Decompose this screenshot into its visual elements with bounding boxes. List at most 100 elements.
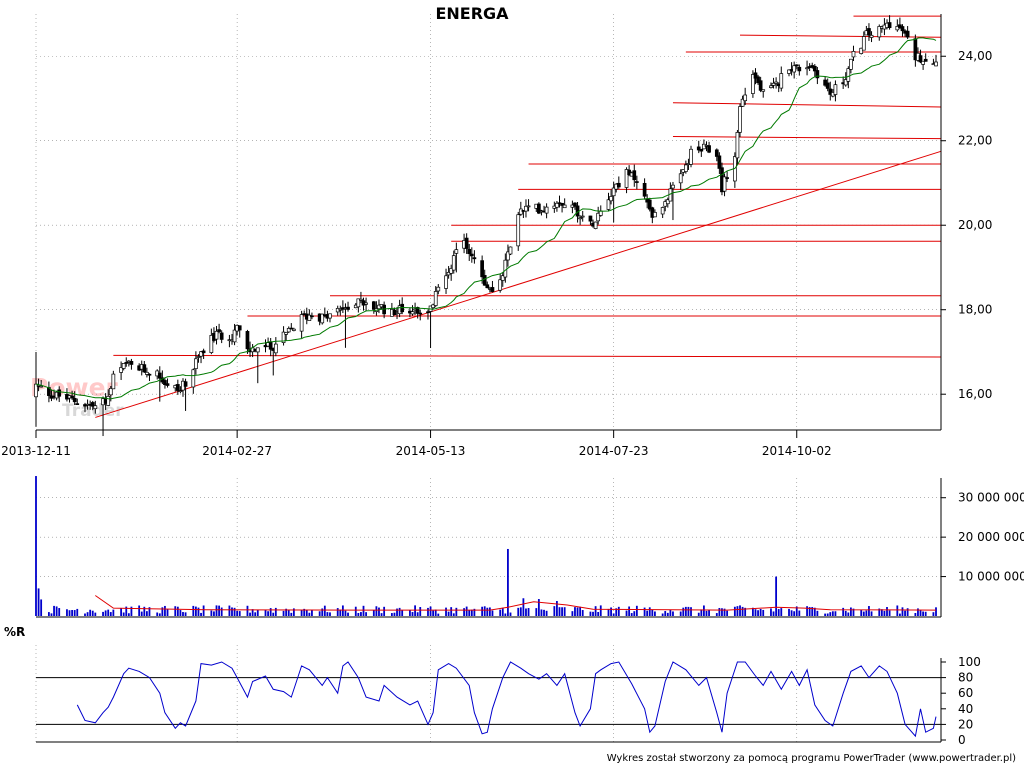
- candle-body: [526, 205, 531, 208]
- volume-bar: [47, 612, 50, 616]
- volume-bar: [770, 608, 772, 616]
- volume-bar: [112, 609, 115, 616]
- candle-body: [464, 237, 469, 249]
- candle-body: [779, 73, 784, 89]
- candle-body: [923, 58, 928, 62]
- volume-bar: [272, 612, 275, 616]
- volume-bar: [733, 606, 736, 616]
- candle-body: [596, 212, 601, 222]
- volume-bar: [790, 610, 793, 616]
- volume-bar: [813, 607, 816, 616]
- volume-bar: [148, 607, 151, 616]
- candle-body: [632, 170, 637, 181]
- volume-bar: [53, 605, 55, 616]
- candle-body: [356, 298, 361, 308]
- volume-bar: [744, 607, 747, 616]
- volume-bar: [491, 610, 494, 616]
- volume-bar: [651, 609, 654, 616]
- candle-body: [410, 311, 415, 315]
- volume-bar: [71, 609, 74, 616]
- candle-body: [593, 221, 598, 229]
- volume-bar: [664, 611, 667, 616]
- candle-body: [467, 248, 472, 255]
- candle-body: [299, 314, 304, 332]
- volume-panel: 10 000 000 20 000 000 30 000 000: [35, 476, 1024, 618]
- candle-body: [895, 26, 900, 31]
- candle-body: [753, 72, 758, 79]
- candle-body: [284, 332, 288, 335]
- volume-bar: [648, 607, 651, 616]
- volume-bar: [246, 605, 249, 616]
- candle-body: [815, 70, 820, 79]
- volume-bar: [847, 612, 850, 616]
- candle-body: [606, 199, 611, 210]
- volume-bar: [806, 606, 808, 616]
- volume-bar: [525, 608, 527, 616]
- volume-grid: [35, 478, 941, 616]
- price-y-tick-label: 16,00: [958, 387, 992, 401]
- volume-bar: [561, 607, 563, 616]
- price-y-tick-label: 22,00: [958, 134, 992, 148]
- volume-bar: [868, 606, 870, 616]
- candle-body: [642, 182, 647, 197]
- volume-bar: [553, 606, 556, 616]
- wr-y-tick-label: 80: [958, 671, 973, 685]
- resistance-line: [672, 102, 942, 108]
- candle-body: [214, 330, 219, 340]
- candle-body: [846, 68, 851, 82]
- volume-bar: [919, 610, 922, 616]
- candle-body: [758, 80, 763, 91]
- candle-body: [560, 202, 564, 206]
- volume-bar: [499, 609, 502, 616]
- volume-bar: [898, 613, 901, 616]
- candle-body: [57, 389, 62, 397]
- candle-body: [485, 284, 490, 289]
- volume-bar: [140, 611, 143, 616]
- volume-bar: [558, 607, 561, 616]
- volume-bar: [40, 599, 43, 616]
- volume-bar: [357, 612, 360, 616]
- volume-bar: [501, 607, 504, 616]
- candle-body: [555, 202, 559, 208]
- candle-body: [503, 259, 508, 278]
- volume-bar: [145, 611, 148, 616]
- volume-bar: [780, 608, 783, 616]
- volume-bar: [452, 613, 455, 616]
- candle-body: [165, 383, 170, 386]
- candle-body: [39, 385, 44, 388]
- candle-body: [684, 164, 688, 172]
- volume-bar: [646, 610, 649, 616]
- candle-body: [289, 327, 294, 330]
- volume-bar: [236, 610, 239, 616]
- volume-bar: [811, 607, 814, 616]
- volume-y-tick-label: 30 000 000: [958, 491, 1024, 505]
- volume-bar: [383, 606, 386, 616]
- volume-bar: [122, 612, 125, 616]
- volume-bar: [470, 609, 473, 616]
- candle-body: [129, 361, 134, 365]
- volume-bar: [305, 610, 308, 616]
- volume-bar: [375, 606, 378, 616]
- volume-bar: [486, 607, 489, 616]
- candle-body: [194, 358, 198, 369]
- resistance-lines: [95, 15, 942, 418]
- volume-bar: [323, 605, 326, 616]
- candle-body: [627, 169, 631, 176]
- candle-body: [121, 363, 126, 369]
- volume-bar: [344, 610, 347, 616]
- volume-bar: [798, 610, 801, 616]
- volume-bar: [540, 609, 543, 616]
- candle-body: [310, 315, 314, 318]
- volume-bar: [592, 611, 594, 616]
- volume-bar: [672, 611, 674, 616]
- volume-bar: [86, 612, 89, 616]
- volume-bar: [924, 611, 927, 616]
- volume-bar: [251, 609, 254, 616]
- candle-body: [482, 275, 487, 286]
- volume-bar: [285, 608, 288, 616]
- price-panel: ENERGA 16,00 18,00 20,00 22,00 24,00 2013-12…: [1, 4, 992, 458]
- volume-bar: [109, 612, 112, 616]
- volume-bar: [643, 607, 646, 616]
- volume-bar: [249, 612, 251, 616]
